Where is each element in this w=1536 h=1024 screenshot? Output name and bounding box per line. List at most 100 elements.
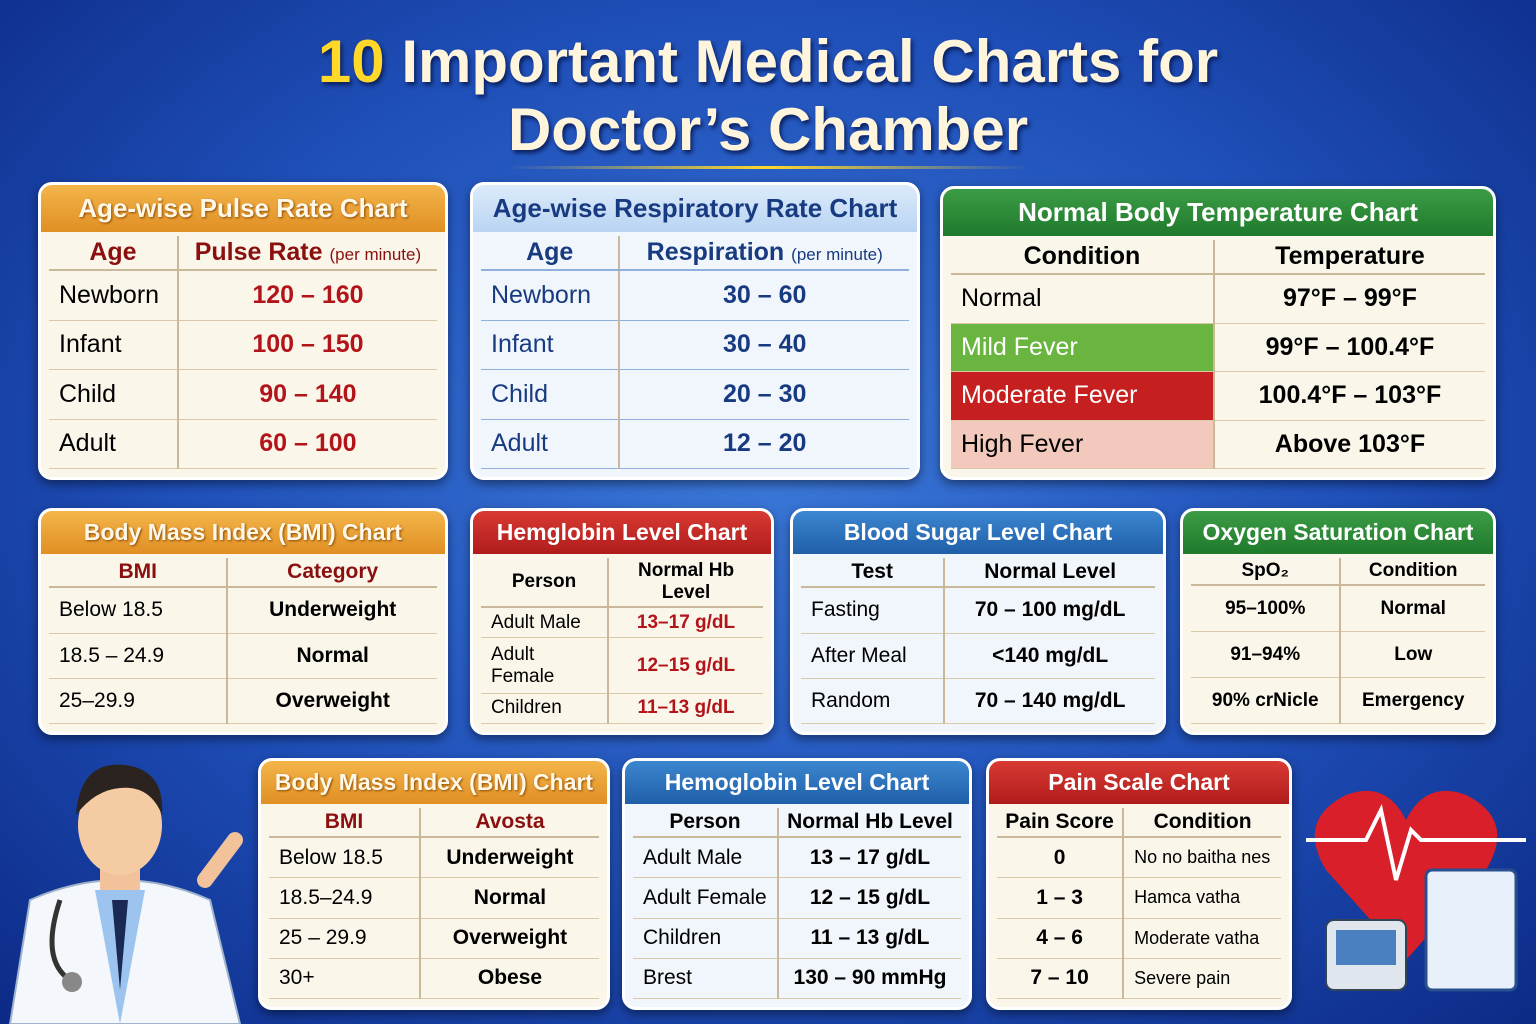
header-row: BMI Avosta	[269, 808, 599, 838]
chart-card: Body Mass Index (BMI) Chart BMI Avosta Belo…	[258, 758, 610, 1010]
table-row: Random 70 – 140 mg/dL	[801, 678, 1155, 725]
table-cell: Child	[481, 369, 621, 420]
table-cell: Adult	[481, 419, 621, 470]
table-cell: 100.4°F – 103°F	[1213, 371, 1485, 421]
chart-card: Oxygen Saturation Chart SpO₂ Condition 95–1…	[1180, 508, 1496, 735]
table-cell: Normal	[951, 274, 1215, 324]
table-cell: Children	[481, 693, 610, 725]
table-row: Adult 12 – 20	[481, 419, 909, 470]
card-title: Oxygen Saturation Chart	[1183, 511, 1493, 554]
column-header: Test	[801, 558, 946, 588]
table-cell: 4 – 6	[997, 918, 1125, 959]
table-row: Mild Fever 99°F – 100.4°F	[951, 323, 1485, 373]
table-cell: 30+	[269, 958, 421, 1000]
table-row: Brest 130 – 90 mmHg	[633, 958, 961, 1000]
column-header: Normal Hb Level	[777, 808, 961, 838]
table-row: Children 11 – 13 g/dL	[633, 918, 961, 959]
table-cell: 13 – 17 g/dL	[777, 837, 961, 879]
card-title: Hemoglobin Level Chart	[625, 761, 969, 804]
table-row: Child 90 – 140	[49, 369, 437, 420]
card-table: Pain Score Condition 0 No no baitha nes 1 – …	[997, 808, 1281, 1000]
table-cell: Random	[801, 678, 946, 725]
table-head: Test Normal Level	[801, 558, 1155, 588]
card-table: Person Normal Hb Level Adult Male 13 – 17 g…	[633, 808, 961, 1000]
table-cell: 95–100%	[1191, 585, 1342, 633]
column-header: Age	[481, 236, 621, 271]
table-cell: Underweight	[419, 837, 599, 879]
table-body: Adult Male 13 – 17 g/dL Adult Female 12 – 1…	[633, 837, 961, 1000]
card-table: BMI Category Below 18.5 Underweight 18.5 – 2…	[49, 558, 437, 725]
table-cell: 13–17 g/dL	[608, 607, 763, 639]
table-cell: Mild Fever	[951, 323, 1215, 373]
table-head: SpO₂ Condition	[1191, 558, 1485, 586]
column-header: Temperature	[1213, 240, 1485, 275]
column-header-note: (per minute)	[791, 245, 883, 264]
heart-illustration	[1306, 790, 1526, 992]
table-row: After Meal <140 mg/dL	[801, 633, 1155, 679]
table-cell: Brest	[633, 958, 779, 1000]
column-header: Pain Score	[997, 808, 1125, 838]
card-table: SpO₂ Condition 95–100% Normal 91–94% Low 90% c…	[1191, 558, 1485, 724]
column-header: BMI	[49, 558, 229, 588]
header-row: Person Normal Hb Level	[633, 808, 961, 838]
table-row: 30+ Obese	[269, 958, 599, 1000]
table-head: Age Respiration (per minute)	[481, 236, 909, 271]
table-body: 95–100% Normal 91–94% Low 90% crNicle Emergen…	[1191, 585, 1485, 724]
table-cell: High Fever	[951, 420, 1215, 470]
table-cell: 120 – 160	[177, 270, 437, 321]
card-table: Test Normal Level Fasting 70 – 100 mg/dL Aft…	[801, 558, 1155, 725]
table-cell: 7 – 10	[997, 958, 1125, 1000]
column-header: Condition	[1340, 558, 1485, 586]
table-row: 18.5–24.9 Normal	[269, 877, 599, 919]
card-table: Condition Temperature Normal 97°F – 99°F Mil…	[951, 240, 1485, 470]
table-cell: 12 – 15 g/dL	[777, 877, 961, 919]
chart-card: Body Mass Index (BMI) Chart BMI Category Be…	[38, 508, 448, 735]
column-header: Normal Level	[944, 558, 1155, 588]
card-title: Pain Scale Chart	[989, 761, 1289, 804]
table-head: Pain Score Condition	[997, 808, 1281, 838]
card-table: BMI Avosta Below 18.5 Underweight 18.5–24.9 N…	[269, 808, 599, 1000]
column-header: Person	[481, 558, 610, 608]
header-row: Age Pulse Rate (per minute)	[49, 236, 437, 271]
column-header: Age	[49, 236, 179, 271]
table-cell: 91–94%	[1191, 631, 1342, 679]
card-table: Age Respiration (per minute) Newborn 30 – 6…	[481, 236, 909, 470]
table-row: 25–29.9 Overweight	[49, 678, 437, 725]
table-cell: After Meal	[801, 633, 946, 679]
table-row: Adult Male 13 – 17 g/dL	[633, 837, 961, 879]
table-row: 95–100% Normal	[1191, 585, 1485, 633]
column-header: Avosta	[419, 808, 599, 838]
table-cell: 18.5–24.9	[269, 877, 421, 919]
table-cell: Child	[49, 369, 179, 420]
table-head: Age Pulse Rate (per minute)	[49, 236, 437, 271]
table-cell: Infant	[49, 320, 179, 371]
table-body: Adult Male 13–17 g/dL Adult Female 12–15 g/…	[481, 607, 763, 725]
chart-card: Normal Body Temperature Chart Condition Te…	[940, 186, 1496, 480]
card-title: Body Mass Index (BMI) Chart	[41, 511, 445, 554]
column-header: Pulse Rate (per minute)	[177, 236, 437, 271]
table-row: Child 20 – 30	[481, 369, 909, 420]
card-table: Person Normal Hb Level Adult Male 13–17 g/d…	[481, 558, 763, 725]
table-cell: 100 – 150	[177, 320, 437, 371]
table-cell: Moderate Fever	[951, 371, 1215, 421]
title: 10 Important Medical Charts for Doctor’s…	[0, 28, 1536, 169]
table-head: BMI Avosta	[269, 808, 599, 838]
column-header: Condition	[951, 240, 1215, 275]
table-row: 91–94% Low	[1191, 631, 1485, 679]
table-cell: Severe pain	[1123, 958, 1281, 1000]
table-body: Normal 97°F – 99°F Mild Fever 99°F – 100.4°…	[951, 274, 1485, 470]
title-line2: Doctor’s Chamber	[507, 96, 1029, 163]
table-cell: <140 mg/dL	[944, 633, 1155, 679]
header-row: Pain Score Condition	[997, 808, 1281, 838]
table-cell: 12 – 20	[619, 419, 909, 470]
table-row: Infant 100 – 150	[49, 320, 437, 371]
table-head: Person Normal Hb Level	[633, 808, 961, 838]
table-cell: Normal	[419, 877, 599, 919]
table-cell: Children	[633, 918, 779, 959]
card-title: Normal Body Temperature Chart	[943, 189, 1493, 236]
table-body: Newborn 120 – 160 Infant 100 – 150 Child 90 –…	[49, 270, 437, 470]
table-cell: Overweight	[419, 918, 599, 959]
table-cell: 90 – 140	[177, 369, 437, 420]
table-head: Condition Temperature	[951, 240, 1485, 275]
